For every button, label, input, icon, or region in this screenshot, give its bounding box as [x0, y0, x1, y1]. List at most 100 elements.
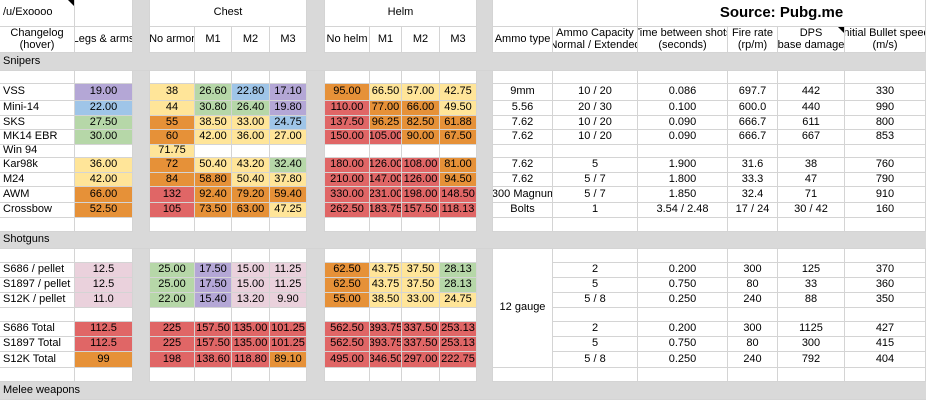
chest-damage[interactable]: 13.20 [232, 293, 270, 308]
empty-cell[interactable] [778, 71, 845, 84]
chest-damage[interactable]: 135.00 [232, 322, 270, 337]
fire-rate[interactable]: 666.7 [728, 130, 778, 145]
dps[interactable] [778, 145, 845, 158]
legs-arms-damage[interactable]: 27.50 [75, 116, 133, 130]
chest-damage[interactable]: 63.00 [232, 203, 270, 218]
weapon-name[interactable]: SKS [0, 116, 75, 130]
empty-cell[interactable] [325, 368, 370, 382]
fire-rate[interactable]: 80 [728, 337, 778, 352]
dps[interactable]: 33 [778, 278, 845, 293]
empty-cell[interactable] [195, 308, 232, 322]
empty-cell[interactable] [728, 249, 778, 263]
empty-cell[interactable] [845, 308, 926, 322]
time-between-shots[interactable]: 0.750 [638, 337, 728, 352]
helm-damage[interactable]: 37.50 [402, 278, 440, 293]
chest-damage[interactable]: 17.10 [270, 84, 307, 101]
empty-cell[interactable] [845, 249, 926, 263]
empty-cell[interactable] [845, 218, 926, 232]
empty-cell[interactable] [325, 249, 370, 263]
helm-col-header[interactable]: M1 [370, 27, 402, 53]
fire-rate[interactable]: 80 [728, 278, 778, 293]
time-between-shots[interactable]: 0.250 [638, 293, 728, 308]
chest-damage[interactable]: 105 [150, 203, 195, 218]
ammo-type[interactable]: 7.62 [493, 173, 553, 187]
time-between-shots[interactable]: 0.200 [638, 322, 728, 337]
helm-damage[interactable]: 96.25 [370, 116, 402, 130]
ammo-type[interactable] [493, 145, 553, 158]
empty-cell[interactable] [402, 218, 440, 232]
empty-cell[interactable] [270, 249, 307, 263]
ammo-capacity[interactable]: 5 / 7 [553, 173, 638, 187]
time-between-shots[interactable]: 0.086 [638, 84, 728, 101]
helm-damage[interactable]: 62.50 [325, 278, 370, 293]
empty-cell[interactable] [325, 308, 370, 322]
chest-group-header[interactable]: Chest [150, 0, 307, 27]
empty-cell[interactable] [232, 249, 270, 263]
legs-arms-damage[interactable]: 112.5 [75, 322, 133, 337]
empty-cell[interactable] [553, 218, 638, 232]
empty-cell[interactable] [440, 218, 477, 232]
ammo-type[interactable]: 7.62 [493, 158, 553, 173]
empty-cell[interactable] [370, 308, 402, 322]
fire-rate[interactable]: 31.6 [728, 158, 778, 173]
helm-damage[interactable]: 43.75 [370, 278, 402, 293]
dps[interactable]: 47 [778, 173, 845, 187]
helm-damage[interactable]: 49.50 [440, 101, 477, 116]
empty-cell[interactable] [638, 308, 728, 322]
empty-cell[interactable] [270, 308, 307, 322]
fire-rate[interactable]: 300 [728, 263, 778, 278]
time-between-shots[interactable]: 0.090 [638, 130, 728, 145]
header-blank[interactable] [75, 0, 133, 27]
chest-damage[interactable]: 17.50 [195, 263, 232, 278]
empty-cell[interactable] [75, 218, 133, 232]
helm-damage[interactable]: 95.00 [325, 84, 370, 101]
helm-damage[interactable]: 393.75 [370, 337, 402, 352]
fire-rate[interactable]: 666.7 [728, 116, 778, 130]
helm-damage[interactable]: 562.50 [325, 322, 370, 337]
helm-damage[interactable]: 495.00 [325, 352, 370, 368]
empty-cell[interactable] [325, 218, 370, 232]
helm-damage[interactable]: 262.50 [325, 203, 370, 218]
empty-cell[interactable] [270, 368, 307, 382]
empty-cell[interactable] [778, 308, 845, 322]
chest-damage[interactable]: 84 [150, 173, 195, 187]
dps-header[interactable]: DPS (base damage) [778, 27, 845, 53]
chest-damage[interactable]: 15.00 [232, 278, 270, 293]
chest-damage[interactable]: 11.25 [270, 278, 307, 293]
ammo-capacity[interactable]: 5 [553, 337, 638, 352]
ammo-capacity[interactable]: 5 / 8 [553, 352, 638, 368]
empty-cell[interactable] [195, 218, 232, 232]
helm-damage[interactable]: 198.00 [402, 187, 440, 203]
chest-damage[interactable]: 26.40 [232, 101, 270, 116]
helm-damage[interactable]: 81.00 [440, 158, 477, 173]
ammo-capacity[interactable]: 1 [553, 203, 638, 218]
empty-cell[interactable] [440, 368, 477, 382]
fire-rate[interactable]: 33.3 [728, 173, 778, 187]
dps[interactable]: 1125 [778, 322, 845, 337]
time-between-shots[interactable]: 0.250 [638, 352, 728, 368]
ammo-type[interactable]: 5.56 [493, 101, 553, 116]
shotgun-ammo-type[interactable]: 12 gauge [493, 249, 553, 368]
helm-damage[interactable]: 393.75 [370, 322, 402, 337]
helm-damage[interactable]: 231.00 [370, 187, 402, 203]
empty-cell[interactable] [440, 249, 477, 263]
helm-damage[interactable]: 43.75 [370, 263, 402, 278]
bullet-speed[interactable]: 910 [845, 187, 926, 203]
helm-damage[interactable]: 253.13 [440, 337, 477, 352]
legs-arms-header[interactable]: Legs & arms [75, 27, 133, 53]
helm-damage[interactable]: 126.00 [370, 158, 402, 173]
dps[interactable]: 792 [778, 352, 845, 368]
legs-arms-damage[interactable]: 36.00 [75, 158, 133, 173]
bullet-speed-header[interactable]: Initial Bullet speed (m/s) [845, 27, 926, 53]
weapon-name[interactable]: AWM [0, 187, 75, 203]
bullet-speed[interactable]: 360 [845, 278, 926, 293]
helm-damage[interactable]: 82.50 [402, 116, 440, 130]
chest-damage[interactable]: 59.40 [270, 187, 307, 203]
dps[interactable]: 611 [778, 116, 845, 130]
chest-damage[interactable]: 32.40 [270, 158, 307, 173]
chest-damage[interactable]: 38.50 [195, 116, 232, 130]
ammo-type[interactable]: 7.62 [493, 130, 553, 145]
chest-damage[interactable]: 43.20 [232, 158, 270, 173]
fire-rate[interactable]: 240 [728, 293, 778, 308]
weapon-name[interactable]: S12K Total [0, 352, 75, 368]
